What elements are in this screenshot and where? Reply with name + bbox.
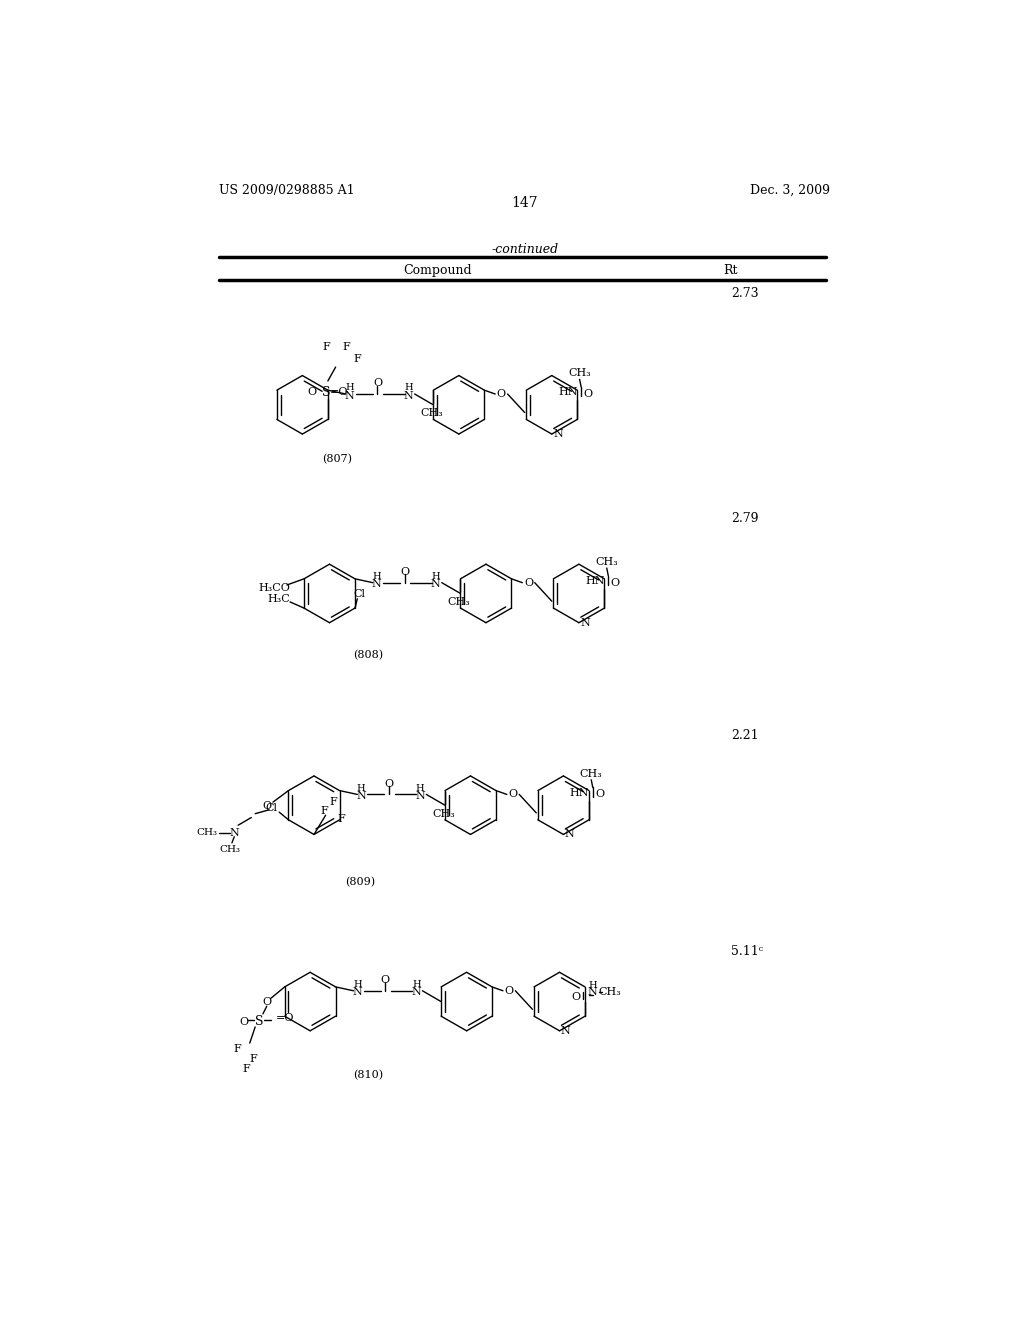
Text: US 2009/0298885 A1: US 2009/0298885 A1 [219,185,355,197]
Text: CH₃: CH₃ [595,557,618,566]
Text: O: O [239,1016,248,1027]
Text: O: O [308,388,317,397]
Text: O: O [373,379,382,388]
Text: N: N [431,579,440,589]
Text: N: N [553,429,563,440]
Text: S: S [255,1015,263,1028]
Text: H: H [416,784,424,793]
Text: CH₃: CH₃ [197,829,218,837]
Text: O: O [584,389,593,399]
Text: O: O [509,789,517,800]
Text: N: N [561,1026,570,1036]
Text: O: O [505,986,514,995]
Text: O: O [571,991,581,1002]
Text: HN: HN [570,788,590,797]
Text: CH₃: CH₃ [598,987,622,998]
Text: CH₃: CH₃ [432,809,455,818]
Text: N: N [229,828,240,838]
Text: O: O [385,779,393,788]
Text: Dec. 3, 2009: Dec. 3, 2009 [751,185,830,197]
Text: Cl: Cl [265,804,278,813]
Text: O: O [595,789,604,800]
Text: Cl: Cl [353,589,365,599]
Text: (809): (809) [345,876,376,887]
Text: -continued: -continued [492,243,558,256]
Text: H: H [373,572,381,581]
Text: 2.73: 2.73 [731,286,759,300]
Text: N: N [564,829,574,840]
Text: HN: HN [586,576,605,586]
Text: F: F [353,354,361,364]
Text: N: N [415,791,425,801]
Text: =O: =O [331,388,349,397]
Text: S: S [323,385,331,399]
Text: 2.79: 2.79 [731,512,759,525]
Text: H: H [345,383,354,392]
Text: (808): (808) [353,649,383,660]
Text: CH₃: CH₃ [447,597,470,607]
Text: H₃CO: H₃CO [259,583,291,593]
Text: O: O [610,578,620,587]
Text: CH₃: CH₃ [568,368,591,379]
Text: 2.21: 2.21 [731,730,759,742]
Text: CH₃: CH₃ [580,768,602,779]
Text: N: N [356,791,366,801]
Text: O: O [524,578,534,587]
Text: CH₃: CH₃ [220,845,241,854]
Text: F: F [242,1064,250,1073]
Text: O: O [381,975,390,985]
Text: O: O [262,998,271,1007]
Text: N: N [412,987,421,998]
Text: N: N [372,579,382,589]
Text: F: F [233,1044,242,1053]
Text: HN: HN [558,388,578,397]
Text: H: H [589,981,597,990]
Text: O: O [400,566,410,577]
Text: F: F [250,1053,257,1064]
Text: H: H [353,981,361,989]
Text: F: F [337,814,345,824]
Text: Rt: Rt [724,264,738,277]
Text: =O: =O [276,1012,295,1023]
Text: 5.11ᶜ: 5.11ᶜ [731,945,763,958]
Text: O: O [497,389,506,399]
Text: H: H [431,572,440,581]
Text: O: O [262,801,271,810]
Text: H: H [404,383,413,392]
Text: H₃C: H₃C [268,594,291,603]
Text: F: F [330,797,337,807]
Text: N: N [345,391,354,400]
Text: N: N [352,987,362,998]
Text: F: F [323,342,330,352]
Text: H: H [412,981,421,989]
Text: N: N [403,391,414,400]
Text: (810): (810) [353,1069,383,1080]
Text: CH₃: CH₃ [421,408,443,418]
Text: 147: 147 [511,197,539,210]
Text: F: F [343,342,350,352]
Text: Compound: Compound [403,264,472,277]
Text: H: H [357,784,366,793]
Text: N: N [588,987,598,998]
Text: (807): (807) [323,454,352,463]
Text: N: N [581,618,590,628]
Text: F: F [321,807,328,816]
